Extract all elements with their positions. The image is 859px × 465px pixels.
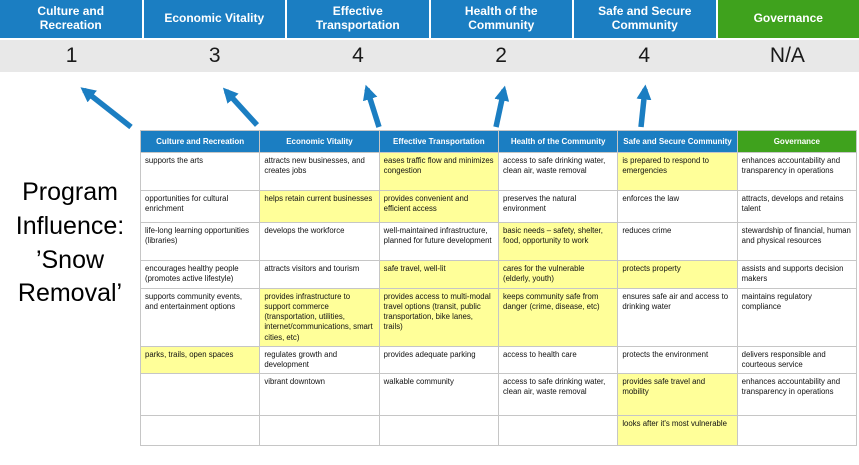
matrix-cell-r7-c3: walkable community — [379, 374, 499, 417]
matrix-cell-r1-c3: eases traffic flow and minimizes congest… — [379, 153, 499, 191]
goal-header-band: Culture and Recreation Economic Vitality E… — [0, 0, 859, 38]
matrix-cell-r4-c5: protects property — [618, 261, 738, 289]
goal-header-culture-and-recreation: Culture and Recreation — [0, 0, 142, 38]
matrix-row-7: vibrant downtown walkable community access… — [141, 374, 857, 417]
matrix-cell-r5-c5: ensures safe air and access to drinking … — [618, 289, 738, 347]
goal-header-health-of-the-community: Health of the Community — [430, 0, 572, 38]
matrix-cell-r8-c4 — [499, 416, 619, 447]
matrix-cell-r2-c3: provides convenient and efficient access — [379, 191, 499, 223]
influence-arrow-3 — [363, 84, 382, 128]
matrix-cell-r4-c2: attracts visitors and tourism — [260, 261, 380, 289]
matrix-cell-r4-c3: safe travel, well-lit — [379, 261, 499, 289]
matrix-cell-r5-c4: keeps community safe from danger (crime,… — [499, 289, 619, 347]
matrix-row-3: life-long learning opportunities (librar… — [141, 223, 857, 261]
matrix-row-1: supports the arts attracts new businesses… — [141, 153, 857, 191]
influence-matrix: Culture and Recreation Economic Vitality E… — [140, 130, 857, 447]
goal-header-safe-and-secure-community: Safe and Secure Community — [574, 0, 716, 38]
matrix-cell-r3-c2: develops the workforce — [260, 223, 380, 261]
matrix-cell-r7-c5: provides safe travel and mobility — [618, 374, 738, 417]
matrix-cell-r6-c2: regulates growth and development — [260, 347, 380, 375]
goal-header-governance: Governance — [717, 0, 859, 38]
matrix-cell-r1-c1: supports the arts — [141, 153, 261, 191]
matrix-cell-r5-c6: maintains regulatory compliance — [737, 289, 857, 347]
matrix-row-8: looks after it's most vulnerable — [141, 416, 857, 447]
score-effective-transportation: 4 — [352, 44, 364, 67]
matrix-cell-r5-c3: provides access to multi-modal travel op… — [379, 289, 499, 347]
matrix-cell-r2-c1: opportunities for cultural enrichment — [141, 191, 261, 223]
matrix-cell-r5-c1: supports community events, and entertain… — [141, 289, 261, 347]
influence-arrow-1 — [80, 87, 133, 130]
score-health-of-the-community: 2 — [495, 44, 507, 67]
matrix-cell-r3-c6: stewardship of financial, human and phys… — [737, 223, 857, 261]
matrix-cell-r7-c4: access to safe drinking water, clean air… — [499, 374, 619, 417]
matrix-body: supports the arts attracts new businesses… — [141, 153, 857, 447]
matrix-cell-r5-c2: provides infrastructure to support comme… — [260, 289, 380, 347]
matrix-cell-r8-c3 — [379, 416, 499, 447]
score-band: 1 3 4 2 4 N/A — [0, 40, 859, 72]
score-safe-and-secure-community: 4 — [638, 44, 651, 67]
matrix-cell-r1-c2: attracts new businesses, and creates job… — [260, 153, 380, 191]
matrix-row-4: encourages healthy people (promotes acti… — [141, 261, 857, 289]
matrix-row-2: opportunities for cultural enrichment hel… — [141, 191, 857, 223]
matrix-cell-r1-c6: enhances accountability and transparency… — [737, 153, 857, 191]
matrix-cell-r4-c4: cares for the vulnerable (elderly, youth… — [499, 261, 619, 289]
matrix-cell-r2-c5: enforces the law — [618, 191, 738, 223]
influence-arrow-2 — [222, 87, 260, 127]
matrix-cell-r1-c5: is prepared to respond to emergencies — [618, 153, 738, 191]
matrix-header-row: Culture and Recreation Economic Vitality E… — [141, 131, 857, 153]
matrix-cell-r3-c4: basic needs – safety, shelter, food, opp… — [499, 223, 619, 261]
matrix-cell-r2-c4: preserves the natural environment — [499, 191, 619, 223]
matrix-header-governance: Governance — [737, 131, 857, 153]
matrix-cell-r8-c2 — [260, 416, 380, 447]
matrix-cell-r6-c4: access to health care — [499, 347, 619, 375]
matrix-header-effective-transportation: Effective Transportation — [379, 131, 499, 153]
matrix-cell-r7-c1 — [141, 374, 261, 417]
matrix-header-safe-and-secure-community: Safe and Secure Community — [618, 131, 738, 153]
matrix-cell-r4-c1: encourages healthy people (promotes acti… — [141, 261, 261, 289]
goal-header-economic-vitality: Economic Vitality — [143, 0, 285, 38]
matrix-cell-r8-c1 — [141, 416, 261, 447]
matrix-header-economic-vitality: Economic Vitality — [260, 131, 380, 153]
matrix-cell-r3-c3: well-maintained infrastructure, planned … — [379, 223, 499, 261]
matrix-cell-r3-c1: life-long learning opportunities (librar… — [141, 223, 261, 261]
matrix-cell-r6-c5: protects the environment — [618, 347, 738, 375]
influence-arrow-5 — [636, 84, 652, 128]
matrix-cell-r7-c6: enhances accountability and transparency… — [737, 374, 857, 417]
matrix-cell-r8-c5: looks after it's most vulnerable — [618, 416, 738, 447]
score-economic-vitality: 3 — [208, 44, 221, 67]
matrix-cell-r1-c4: access to safe drinking water, clean air… — [499, 153, 619, 191]
matrix-cell-r7-c2: vibrant downtown — [260, 374, 380, 417]
matrix-cell-r6-c1: parks, trails, open spaces — [141, 347, 261, 375]
matrix-cell-r2-c6: attracts, develops and retains talent — [737, 191, 857, 223]
matrix-header-culture-and-recreation: Culture and Recreation — [141, 131, 261, 153]
matrix-row-5: supports community events, and entertain… — [141, 289, 857, 347]
goal-header-effective-transportation: Effective Transportation — [287, 0, 429, 38]
matrix-row-6: parks, trails, open spaces regulates grow… — [141, 347, 857, 375]
matrix-cell-r4-c6: assists and supports decision makers — [737, 261, 857, 289]
matrix-cell-r3-c5: reduces crime — [618, 223, 738, 261]
matrix-cell-r2-c2: helps retain current businesses — [260, 191, 380, 223]
score-governance: N/A — [769, 44, 805, 67]
matrix-cell-r8-c6 — [737, 416, 857, 447]
matrix-cell-r6-c3: provides adequate parking — [379, 347, 499, 375]
matrix-header-health-of-the-community: Health of the Community — [499, 131, 619, 153]
score-culture-and-recreation: 1 — [65, 44, 78, 67]
program-title: Program Influence: ’Snow Removal’ — [15, 178, 125, 308]
influence-arrow-4 — [493, 85, 510, 128]
matrix-cell-r6-c6: delivers responsible and courteous servi… — [737, 347, 857, 375]
